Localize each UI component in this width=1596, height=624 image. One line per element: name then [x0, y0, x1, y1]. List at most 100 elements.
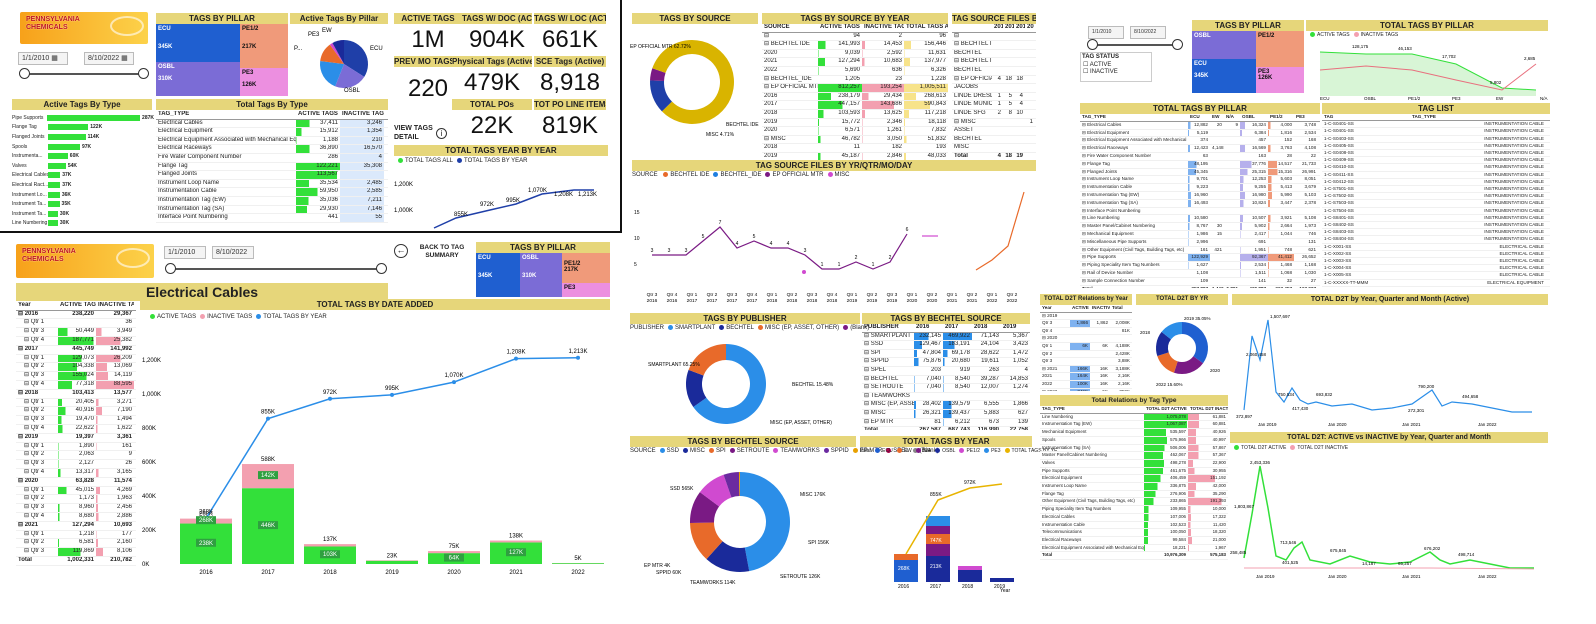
bar-row[interactable]: Valves 54K	[12, 161, 154, 171]
table-row[interactable]: ⊟ Qtr 3 19,470 1,494	[16, 416, 136, 425]
table-row[interactable]: ⊟ BECHTEL IDE 141,993 14,453 156,446	[762, 41, 948, 50]
table-row[interactable]: ⊟ Qtr 1 129,073 26,209	[16, 354, 136, 364]
table-row[interactable]: ⊟ SETROUTE 7,040 8,540 12,007 1,274	[862, 384, 1030, 393]
donut-slice[interactable]	[332, 40, 344, 64]
table-row[interactable]: ⊟ Electrical Equipment Associated with M…	[1080, 137, 1320, 146]
table-row[interactable]: 1-C-X003-SS ELECTRICAL CABLE	[1322, 258, 1550, 266]
bar-row[interactable]: Line Numbering 30K	[12, 219, 154, 229]
table-row[interactable]: ⊟ Qtr 2 104,338 13,069	[16, 363, 136, 373]
table-row[interactable]: Instrument Loop Name 336,875 42,000	[1040, 483, 1228, 491]
publisher-source-table[interactable]: PUBLISHER 2016 2017 2018 2019 ⊟ SMARTPLANT 232…	[862, 324, 1030, 430]
donut-slice[interactable]	[661, 40, 734, 124]
pillar-treemap[interactable]: OSBL ECU 345K PE1/2 PE3 126K	[1192, 31, 1304, 93]
table-row[interactable]: 1-C-X002-SS ELECTRICAL CABLE	[1322, 251, 1550, 259]
table-row[interactable]: 2022 100K 16K 2,16K	[1040, 380, 1132, 389]
table-row[interactable]: ⊟ BECHTEL 7,040 8,540 39,287 14,853	[862, 375, 1030, 385]
table-row[interactable]: Telecommunications 100,050 18,320	[1040, 529, 1228, 537]
bar-row[interactable]: Instrument Ta... 30K	[12, 209, 154, 219]
table-row[interactable]: 2021 164K 16K 2,16K	[1040, 373, 1132, 381]
active-bar[interactable]	[366, 560, 418, 564]
table-row[interactable]: 1-C-S7502-SS INSTRUMENTATION CABLE	[1322, 193, 1550, 201]
treemap-cell-pe12[interactable]: PE1/2 217K	[562, 253, 610, 283]
source-donut[interactable]: EP OFFICIAL MTR 62.72% MISC 4.71% BECHTE…	[630, 24, 760, 144]
table-row[interactable]: BECHTEL	[952, 136, 1036, 145]
table-row[interactable]: Other Equipment (Civil Tags, Building Ta…	[1040, 498, 1228, 507]
table-row[interactable]: ⊟ Flange Tag 48,195 37,776 14,517 21,733	[1080, 160, 1320, 169]
donut-slice[interactable]	[335, 64, 365, 88]
column-header[interactable]: N/A	[1226, 114, 1234, 119]
table-row[interactable]: ⊟ Qtr 3 119,869 8,106	[16, 548, 136, 557]
table-row[interactable]: ⊟ BECHTEL IDE	[952, 58, 1036, 67]
donut-slice[interactable]	[650, 80, 672, 112]
d2t-relations-table[interactable]: Year ACTIVEINACTIVETotal ⊟ 2019 Qtr 3 1,866 1…	[1040, 305, 1132, 391]
bar-row[interactable]: Flanged Joints 114K	[12, 132, 154, 142]
date-from-input[interactable]: 1/1/2010 ▦	[18, 52, 68, 65]
column-header[interactable]: TAG_TYPE	[1042, 406, 1065, 411]
d2t-quarter-line-chart[interactable]: 1,507,697 2,060,458 750,534 417,430 372,…	[1232, 306, 1548, 428]
date-range-slider[interactable]	[19, 68, 149, 79]
table-row[interactable]: Electrical Cables 37,411 3,246	[156, 119, 388, 129]
active-inactive-line-chart[interactable]: 2,453,336 1,803,867 713,546 675,845 676,…	[1230, 452, 1548, 580]
table-row[interactable]: ⊟ Qtr 1 20,405 3,271	[16, 398, 136, 408]
table-row[interactable]: ⊟ Electrical Equipment 5,119 6,384 1,816 2,5…	[1080, 129, 1320, 138]
table-row[interactable]: ⊟ Qtr 3 8,960 2,456	[16, 504, 136, 513]
table-row[interactable]: 1-C-S0401-SS INSTRUMENTATION CABLE	[1322, 128, 1550, 136]
table-row[interactable]: 1-C-S0410-SS INSTRUMENTATION CABLE	[1322, 164, 1550, 172]
column-header[interactable]: 2017	[945, 324, 959, 330]
table-row[interactable]: ⊟ 94 2 96	[762, 32, 948, 42]
bar-row[interactable]: Flange Tag 122K	[12, 123, 154, 133]
table-row[interactable]: ⊟ MISC 1	[952, 119, 1036, 128]
column-header[interactable]: TAG	[1324, 114, 1334, 119]
pillar-treemap[interactable]: ECU 345K OSBL 310K PE1/2 217K PE3	[476, 253, 610, 297]
table-row[interactable]: ⊟ 2020 63,828 11,574	[16, 478, 136, 487]
table-row[interactable]: 2018 11 182 193	[762, 144, 948, 153]
table-row[interactable]: Mechanical Equipment 535,597 40,926	[1040, 429, 1228, 437]
table-row[interactable]: 2021 127,294 10,683 137,977	[762, 58, 948, 67]
table-row[interactable]: ⊟ Qtr 1 45,015 4,269	[16, 486, 136, 496]
table-row[interactable]: ⊟	[952, 33, 1036, 42]
table-row[interactable]: ⊟ Line Numbering 10,580 10,507 3,921 5,108	[1080, 215, 1320, 224]
table-row[interactable]: 1-C-S0408-SS INSTRUMENTATION CABLE	[1322, 150, 1550, 158]
bar-row[interactable]: Pipe Supports 287K	[12, 113, 154, 123]
donut-slice[interactable]	[1182, 322, 1208, 364]
column-header[interactable]: TOTAL TAGS ALL	[906, 24, 948, 30]
donut-slice[interactable]	[706, 541, 750, 572]
treemap-cell-ecu[interactable]: ECU 345K	[156, 24, 240, 62]
donut-slice[interactable]	[344, 40, 368, 77]
table-row[interactable]: ⊟ Flanged Joints 45,345 25,315 15,316 26,991	[1080, 168, 1320, 177]
column-header[interactable]: TOTAL D2T ACTIVE	[1146, 406, 1187, 411]
column-header[interactable]: TOTAL D2T INACTIVE	[1190, 406, 1228, 411]
bar-row[interactable]: Instrumenta... 60K	[12, 151, 154, 161]
table-row[interactable]: MISC	[952, 144, 1036, 153]
publisher-donut[interactable]: SMARTPLANT 65.25% BECHTEL 15.48% MISC (E…	[630, 332, 860, 432]
table-row[interactable]: LINDE DRESDEN 154	[952, 93, 1036, 102]
column-header[interactable]: 2018	[974, 324, 988, 330]
active-bar[interactable]	[552, 563, 604, 564]
donut-slice[interactable]	[1157, 352, 1178, 373]
column-header[interactable]: INACTIVE TAGS	[342, 111, 384, 117]
donut-slice[interactable]	[686, 369, 707, 408]
table-row[interactable]: Instrument Loop Name 35,534 2,485	[156, 179, 388, 189]
table-row[interactable]: ⊟ Qtr 3 2,127 26	[16, 460, 136, 469]
date-from-input[interactable]: 1/1/2010	[164, 246, 206, 259]
active-tags-pie[interactable]: PE3 EW P... ECU OSBL	[290, 24, 388, 96]
table-row[interactable]: 1-C-S8401-SS INSTRUMENTATION CABLE	[1322, 215, 1550, 223]
donut-slice[interactable]	[1161, 322, 1182, 340]
table-row[interactable]: Electrical Raceways 36,890 16,570	[156, 145, 388, 154]
table-row[interactable]: 1-C-S7503-SS INSTRUMENTATION CABLE	[1322, 200, 1550, 208]
table-row[interactable]: ⊟ EP OFFICIAL MTR 812,257 193,254 1,005,511	[762, 84, 948, 93]
treemap-cell-pe12[interactable]: PE1/2 217K	[240, 24, 288, 68]
column-header[interactable]: PE1/2	[1270, 114, 1283, 119]
column-header[interactable]: ACTIVE	[1072, 305, 1089, 310]
donut-slice[interactable]	[723, 472, 740, 498]
tag-list-table[interactable]: TAG TAG_TYPE 1-C-S0401-SS INSTRUMENTATION C…	[1322, 114, 1550, 288]
table-row[interactable]: Instrumentation Cable 59,950 2,585	[156, 188, 388, 197]
donut-slice[interactable]	[320, 60, 344, 87]
donut-slice[interactable]	[1156, 331, 1171, 357]
table-row[interactable]: LINDE MUNICH 154	[952, 101, 1036, 110]
table-row[interactable]: ⊟ 2019	[1040, 313, 1132, 321]
treemap-cell-osbl[interactable]: OSBL	[1192, 31, 1256, 59]
column-header[interactable]: OSBL	[1242, 114, 1255, 119]
column-header[interactable]	[952, 24, 992, 32]
column-header[interactable]: INACTIVE TAGS	[864, 24, 904, 30]
